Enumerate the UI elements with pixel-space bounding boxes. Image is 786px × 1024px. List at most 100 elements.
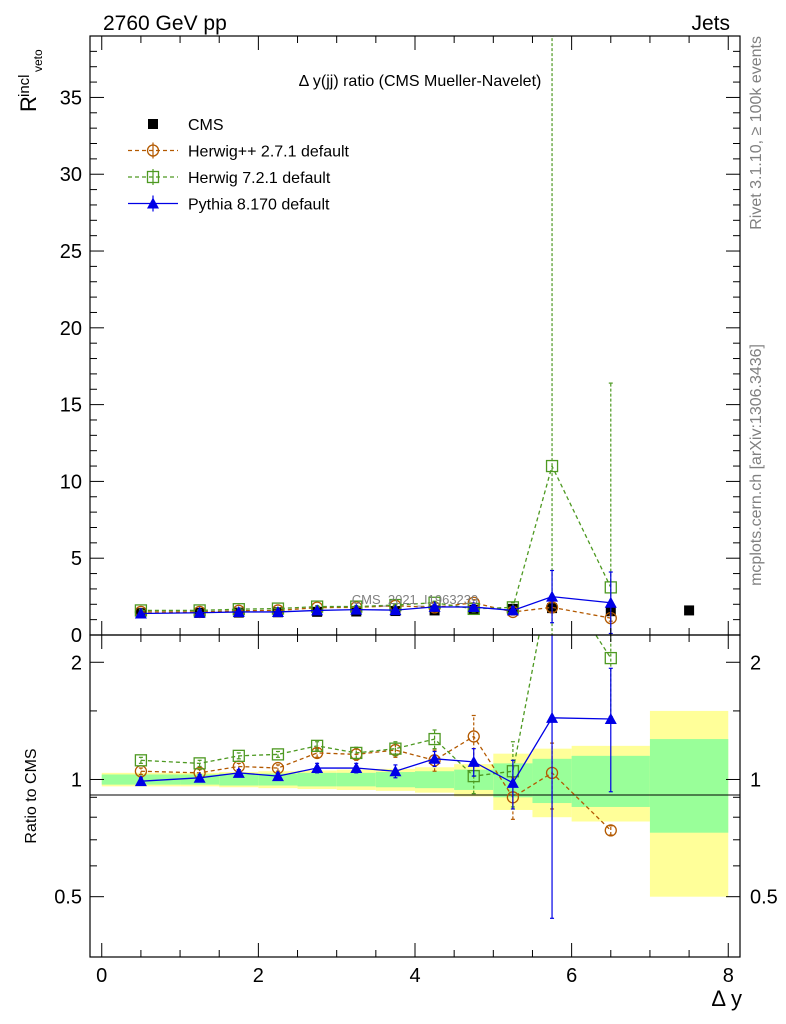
ratio-panel: 0.5 0.5 1 1 2 2 0 2 4 6 8 Ratio to CMS Δ y xyxy=(23,36,778,1011)
main-data-point xyxy=(271,605,284,617)
stat-uncertainty-band xyxy=(454,769,494,790)
y-tick-label: 15 xyxy=(60,395,82,417)
main-series-line xyxy=(140,464,612,612)
main-data-point xyxy=(311,604,324,616)
ratio-data-point xyxy=(389,765,402,777)
stat-uncertainty-band xyxy=(297,772,337,787)
stat-uncertainty-band xyxy=(336,772,376,787)
ratio-data-point xyxy=(389,742,402,755)
main-data-point xyxy=(545,459,559,473)
main-series-line xyxy=(140,602,611,619)
ratio-data-point xyxy=(310,739,324,753)
legend-label: Herwig++ 2.7.1 default xyxy=(188,144,350,161)
main-data-point xyxy=(134,607,147,619)
y-tick-label: 0 xyxy=(71,625,82,647)
ratio-series-line xyxy=(140,735,612,831)
ratio-uncertainty-bands xyxy=(101,710,729,897)
ratio-data-point xyxy=(467,755,480,767)
main-panel: 0 5 10 15 20 25 30 35 Δ y(jj) ratio (CMS Muelle… xyxy=(16,35,741,647)
ratio-data-point xyxy=(271,770,284,782)
ratio-data-point xyxy=(193,771,206,783)
ratio-data-point xyxy=(604,824,617,837)
ratio-y-axis-title: Ratio to CMS xyxy=(23,748,40,843)
x-tick-label: 6 xyxy=(566,965,577,987)
main-data-point xyxy=(467,601,480,613)
ratio-data-point xyxy=(134,754,148,767)
watermark-label: CMS_2021_I1963239 xyxy=(352,592,479,607)
x-tick-label: 4 xyxy=(409,965,420,987)
x-tick-label: 0 xyxy=(96,965,107,987)
legend-label: Herwig 7.2.1 default xyxy=(188,170,331,187)
y-tick-label-right: 0.5 xyxy=(750,887,778,909)
ratio-data-point xyxy=(467,730,480,743)
x-tick-label: 2 xyxy=(253,965,264,987)
legend-label: CMS xyxy=(188,117,224,134)
process-label: Jets xyxy=(691,12,730,35)
main-data-point xyxy=(684,605,695,616)
rivet-version-label: Rivet 3.1.10, ≥ 100k events xyxy=(748,36,765,230)
ratio-series-2 xyxy=(134,635,617,919)
main-series-3 xyxy=(134,569,617,635)
ratio-data-point xyxy=(350,746,363,760)
ratio-data-point xyxy=(350,762,363,774)
main-title: Δ y(jj) ratio (CMS Mueller-Navelet) xyxy=(299,73,542,90)
main-data-point xyxy=(350,603,363,615)
y-tick-label-right: 1 xyxy=(750,769,761,791)
y-tick-label: 0.5 xyxy=(54,887,82,909)
ratio-series-line xyxy=(140,717,611,784)
ratio-data-point xyxy=(428,752,441,764)
y-tick-label: 2 xyxy=(71,652,82,674)
y-tick-label: 1 xyxy=(71,769,82,791)
main-data-point xyxy=(389,604,402,616)
y-tick-label: 30 xyxy=(60,164,82,186)
legend-marker xyxy=(148,119,158,129)
ratio-data-point xyxy=(604,712,617,724)
y-tick-label: 5 xyxy=(71,548,82,570)
legend-marker xyxy=(146,144,160,157)
main-y-axis: 0 5 10 15 20 25 30 35 xyxy=(60,50,740,647)
stat-uncertainty-band xyxy=(415,771,455,789)
main-data-point xyxy=(506,604,519,616)
ratio-data-point xyxy=(232,766,245,778)
y-tick-label: 10 xyxy=(60,471,82,493)
x-axis: 0 2 4 6 8 xyxy=(96,36,734,987)
y-tick-label: 20 xyxy=(60,318,82,340)
ratio-data-point xyxy=(506,776,519,788)
svg-text:veto: veto xyxy=(31,49,45,72)
ratio-y-axis: 0.5 0.5 1 1 2 2 xyxy=(54,652,778,908)
ratio-data-point xyxy=(546,711,559,723)
x-tick-label: 8 xyxy=(723,965,734,987)
stat-uncertainty-band xyxy=(649,739,729,833)
ratio-data-point xyxy=(232,749,245,762)
main-plot-area xyxy=(134,36,695,635)
svg-text:R: R xyxy=(16,96,41,112)
main-y-axis-title: R incl veto xyxy=(16,49,45,112)
y-tick-label-right: 2 xyxy=(750,652,761,674)
svg-text:incl: incl xyxy=(16,74,33,97)
ratio-data-point xyxy=(311,762,324,774)
stat-uncertainty-band xyxy=(375,772,415,788)
ratio-data-point xyxy=(604,651,617,665)
legend-marker xyxy=(146,170,160,184)
x-axis-title: Δ y xyxy=(711,986,742,1011)
legend: CMS Herwig++ 2.7.1 default Herwig 7.2.1 de… xyxy=(128,117,350,214)
main-data-point xyxy=(546,590,559,602)
main-data-point xyxy=(193,606,206,618)
y-tick-label: 35 xyxy=(60,87,82,109)
legend-marker xyxy=(147,197,159,209)
legend-label: Pythia 8.170 default xyxy=(188,197,330,214)
energy-label: 2760 GeV pp xyxy=(103,12,227,35)
main-series-line xyxy=(140,595,611,615)
ratio-data-point xyxy=(428,732,441,746)
main-data-point xyxy=(604,596,617,608)
main-data-point xyxy=(232,605,245,617)
main-data-point xyxy=(428,600,441,612)
mcplots-label: mcplots.cern.ch [arXiv:1306.3436] xyxy=(748,344,765,586)
stat-uncertainty-band xyxy=(219,773,259,786)
ratio-data-point xyxy=(271,748,285,761)
ratio-series-line xyxy=(140,635,612,777)
ratio-data-point xyxy=(193,757,206,770)
ratio-plot-area xyxy=(134,635,617,919)
ratio-data-point xyxy=(134,775,147,787)
